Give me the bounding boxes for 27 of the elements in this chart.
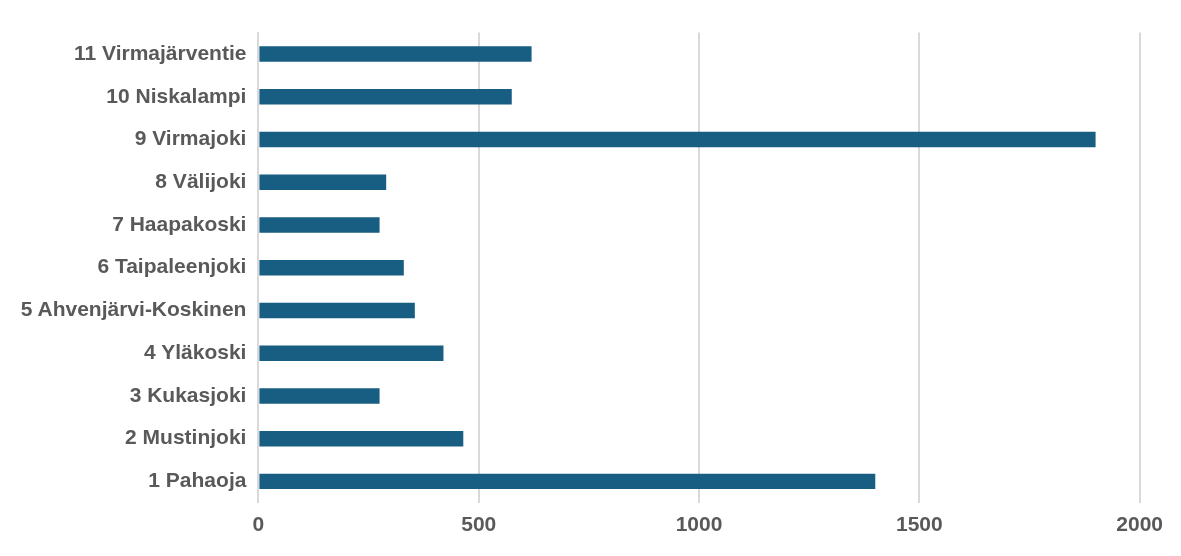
x-tick-label: 500	[461, 512, 497, 536]
bar	[259, 217, 380, 233]
y-tick-label: 2 Mustinjoki	[125, 425, 247, 449]
bar	[259, 131, 1096, 148]
bar	[259, 388, 380, 404]
bar	[259, 260, 404, 276]
y-tick-label: 7 Haapakoski	[112, 211, 247, 235]
bar	[259, 46, 532, 62]
y-tick-label: 11 Virmajärventie	[74, 40, 247, 64]
x-tick-label: 2000	[1116, 512, 1163, 536]
x-tick-label: 0	[252, 512, 265, 536]
bar	[259, 473, 876, 490]
x-tick-label: 1500	[895, 512, 943, 536]
bar	[259, 430, 464, 447]
y-tick-label: 6 Taipaleenjoki	[97, 254, 247, 278]
y-tick-label: 8 Välijoki	[155, 169, 247, 193]
y-tick-label: 3 Kukasjoki	[129, 382, 247, 406]
y-tick-label: 5 Ahvenjärvi-Koskinen	[20, 297, 247, 321]
bar	[259, 174, 387, 190]
bar	[259, 345, 444, 361]
bar	[259, 302, 415, 319]
y-tick-label: 4 Yläkoski	[144, 339, 247, 363]
y-tick-label: 10 Niskalampi	[106, 83, 247, 107]
y-tick-label: 1 Pahaoja	[148, 468, 247, 492]
y-tick-label: 9 Virmajoki	[134, 126, 247, 150]
x-tick-label: 1000	[675, 512, 723, 536]
bar	[259, 89, 512, 105]
